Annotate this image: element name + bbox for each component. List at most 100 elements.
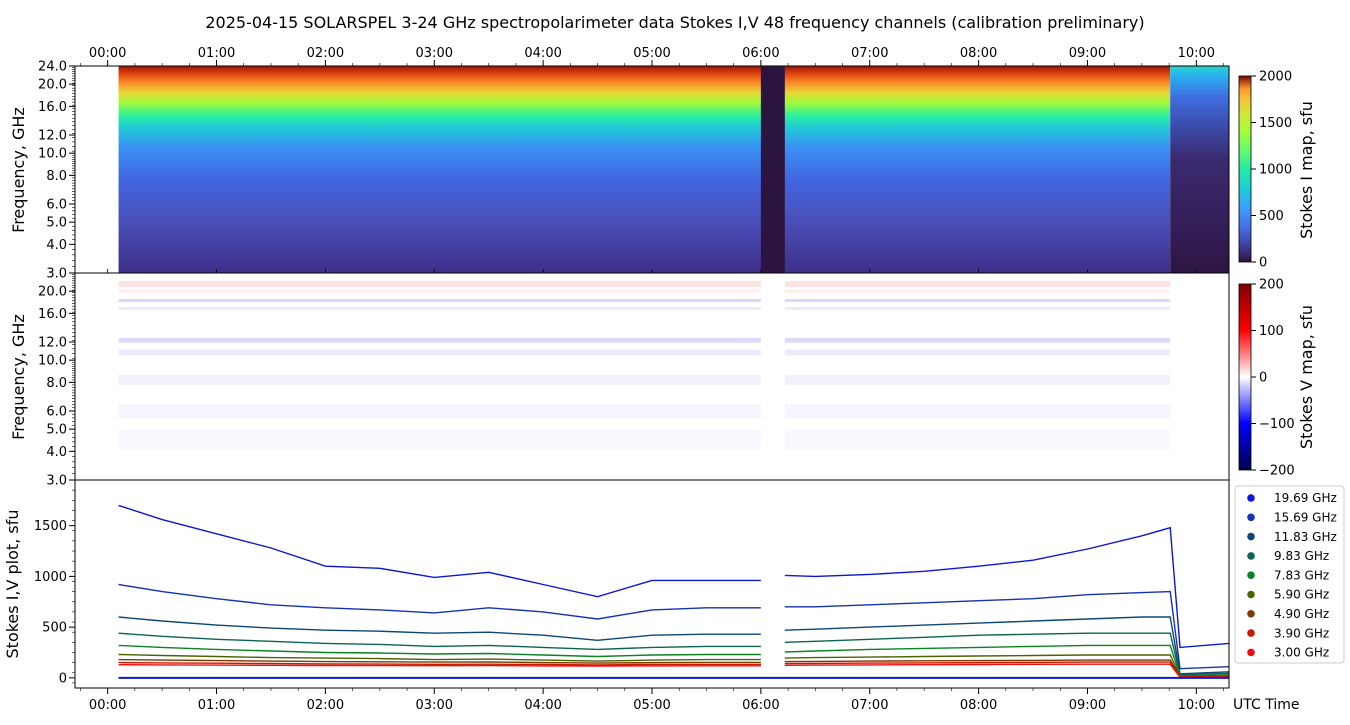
y-tick-label: 16.0 — [38, 307, 67, 322]
stokes-v-band — [118, 349, 1171, 356]
legend-marker — [1247, 610, 1255, 618]
stokes-v-colorbar — [1238, 283, 1252, 471]
legend-items: 19.69 GHz 15.69 GHz 11.83 GHz 9.83 GHz 7.83 … — [1247, 491, 1337, 660]
series-line — [118, 644, 1230, 677]
y-tick-label: 500 — [42, 621, 67, 636]
stokes-i-colorbar-ticks: 0 500 1000 1500 2000 — [1251, 70, 1292, 271]
bottom-tick-label: 08:00 — [960, 698, 997, 713]
y-tick-label: 12.0 — [38, 336, 67, 351]
y-tick-label: 3.0 — [46, 474, 67, 489]
stokes-i-ylabel: Frequency, GHz — [9, 107, 28, 233]
y-tick-label: 8.0 — [46, 169, 67, 184]
y-tick-label: 3.0 — [46, 267, 67, 282]
stokes-v-colorbar-ticks: −200 −100 0 100 200 — [1251, 278, 1295, 479]
colorbar-tick-label: 1500 — [1259, 116, 1292, 131]
series-line — [118, 632, 1230, 676]
legend-marker — [1247, 552, 1255, 560]
top-tick-label: 03:00 — [416, 46, 453, 61]
series-line — [118, 616, 1230, 675]
stokes-v-band — [118, 337, 1171, 343]
bottom-tick-label: 03:00 — [416, 698, 453, 713]
top-tick-label: 04:00 — [524, 46, 561, 61]
legend-box — [1234, 485, 1345, 664]
colorbar-tick-label: 2000 — [1259, 70, 1292, 85]
top-tick-label: 05:00 — [633, 46, 670, 61]
stokes-v-data-gap — [760, 273, 785, 480]
stokes-i-colorbar-label: Stokes I map, sfu — [1297, 101, 1316, 239]
y-tick-label: 8.0 — [46, 376, 67, 391]
bottom-tick-label: 10:00 — [1178, 698, 1215, 713]
top-tick-label: 09:00 — [1069, 46, 1106, 61]
legend-entry-label: 19.69 GHz — [1274, 491, 1337, 505]
colorbar-tick-label: 0 — [1259, 371, 1267, 386]
series-line — [118, 658, 1230, 678]
y-tick-label: 12.0 — [38, 129, 67, 144]
series-line — [118, 663, 1230, 679]
legend-marker — [1247, 648, 1255, 657]
stokes-v-band — [118, 289, 1171, 294]
series-line — [118, 661, 1230, 678]
y-tick-label: 1500 — [34, 519, 67, 534]
y-tick-label: 6.0 — [46, 405, 67, 420]
y-tick-label: 10.0 — [38, 354, 67, 369]
panel-stokes-iv-plot: 0 500 1000 1500 00:00 01:00 02:00 03:00 04:00 05… — [3, 479, 1345, 713]
stokes-v-band — [118, 299, 1171, 303]
colorbar-tick-label: 100 — [1259, 324, 1284, 339]
legend-marker — [1247, 532, 1255, 541]
series-line — [118, 653, 1230, 678]
bottom-tick-label: 00:00 — [89, 698, 126, 713]
bottom-tick-label: 02:00 — [307, 698, 344, 713]
legend-entry-label: 5.90 GHz — [1274, 588, 1329, 602]
stokes-iv-series-lines — [118, 504, 1230, 679]
stokes-v-band — [118, 280, 1171, 287]
bottom-tick-label: 06:00 — [742, 698, 779, 713]
y-tick-label: 5.0 — [46, 216, 67, 231]
stokes-v-colorbar-label: Stokes V map, sfu — [1297, 305, 1316, 449]
colorbar-tick-label: 0 — [1259, 256, 1267, 271]
y-tick-label: 6.0 — [46, 198, 67, 213]
y-tick-label: 4.0 — [46, 238, 67, 253]
bottom-time-ticks: 00:00 01:00 02:00 03:00 04:00 05:00 06:00 07:00… — [80, 688, 1224, 713]
legend-marker — [1247, 590, 1255, 599]
colorbar-tick-label: 1000 — [1259, 163, 1292, 178]
colorbar-tick-label: −100 — [1259, 417, 1295, 432]
stokes-i-heatmap-field — [118, 66, 1171, 273]
y-tick-label: 20.0 — [38, 78, 67, 93]
top-tick-label: 10:00 — [1178, 46, 1215, 61]
stokes-i-colorbar — [1238, 75, 1252, 263]
top-tick-label: 02:00 — [307, 46, 344, 61]
y-tick-label: 4.0 — [46, 445, 67, 460]
top-tick-label: 07:00 — [851, 46, 888, 61]
legend-entry-label: 3.00 GHz — [1274, 646, 1329, 660]
y-tick-label: 10.0 — [38, 147, 67, 162]
y-tick-label: 24.0 — [38, 60, 67, 75]
bottom-tick-label: 04:00 — [524, 698, 561, 713]
x-axis-label: UTC Time — [1233, 697, 1299, 713]
legend-entry-label: 7.83 GHz — [1274, 568, 1329, 582]
stokes-i-heatmap-low-region — [1170, 66, 1229, 273]
stokes-iv-ylabel: Stokes I,V plot, sfu — [3, 510, 22, 659]
colorbar-tick-label: 200 — [1259, 278, 1284, 293]
stokes-v-band — [118, 374, 1171, 385]
legend-entry-label: 3.90 GHz — [1274, 626, 1329, 640]
top-tick-label: 01:00 — [198, 46, 235, 61]
top-time-ticks: 00:00 01:00 02:00 03:00 04:00 05:00 06:00 07:00… — [80, 46, 1224, 480]
bottom-tick-label: 01:00 — [198, 698, 235, 713]
bottom-tick-label: 09:00 — [1069, 698, 1106, 713]
y-tick-label: 5.0 — [46, 423, 67, 438]
panel-stokes-i: 3.0 4.0 5.0 6.0 8.0 10.0 12.0 16.0 20.0 24.0 00:0… — [9, 46, 1316, 480]
y-tick-label: 16.0 — [38, 100, 67, 115]
stokes-v-band — [118, 307, 1171, 311]
top-tick-label: 06:00 — [742, 46, 779, 61]
stokes-i-y-ticks: 3.0 4.0 5.0 6.0 8.0 10.0 12.0 16.0 20.0 24.0 — [38, 60, 75, 282]
figure-title: 2025-04-15 SOLARSPEL 3-24 GHz spectropol… — [205, 13, 1144, 32]
series-line — [118, 583, 1230, 670]
bottom-tick-label: 07:00 — [851, 698, 888, 713]
colorbar-tick-label: 500 — [1259, 209, 1284, 224]
stokes-v-bands — [118, 273, 1171, 480]
legend-marker — [1247, 629, 1255, 637]
legend-entry-label: 11.83 GHz — [1274, 530, 1337, 544]
series-line — [118, 504, 1230, 649]
legend-entry-label: 9.83 GHz — [1274, 549, 1329, 563]
